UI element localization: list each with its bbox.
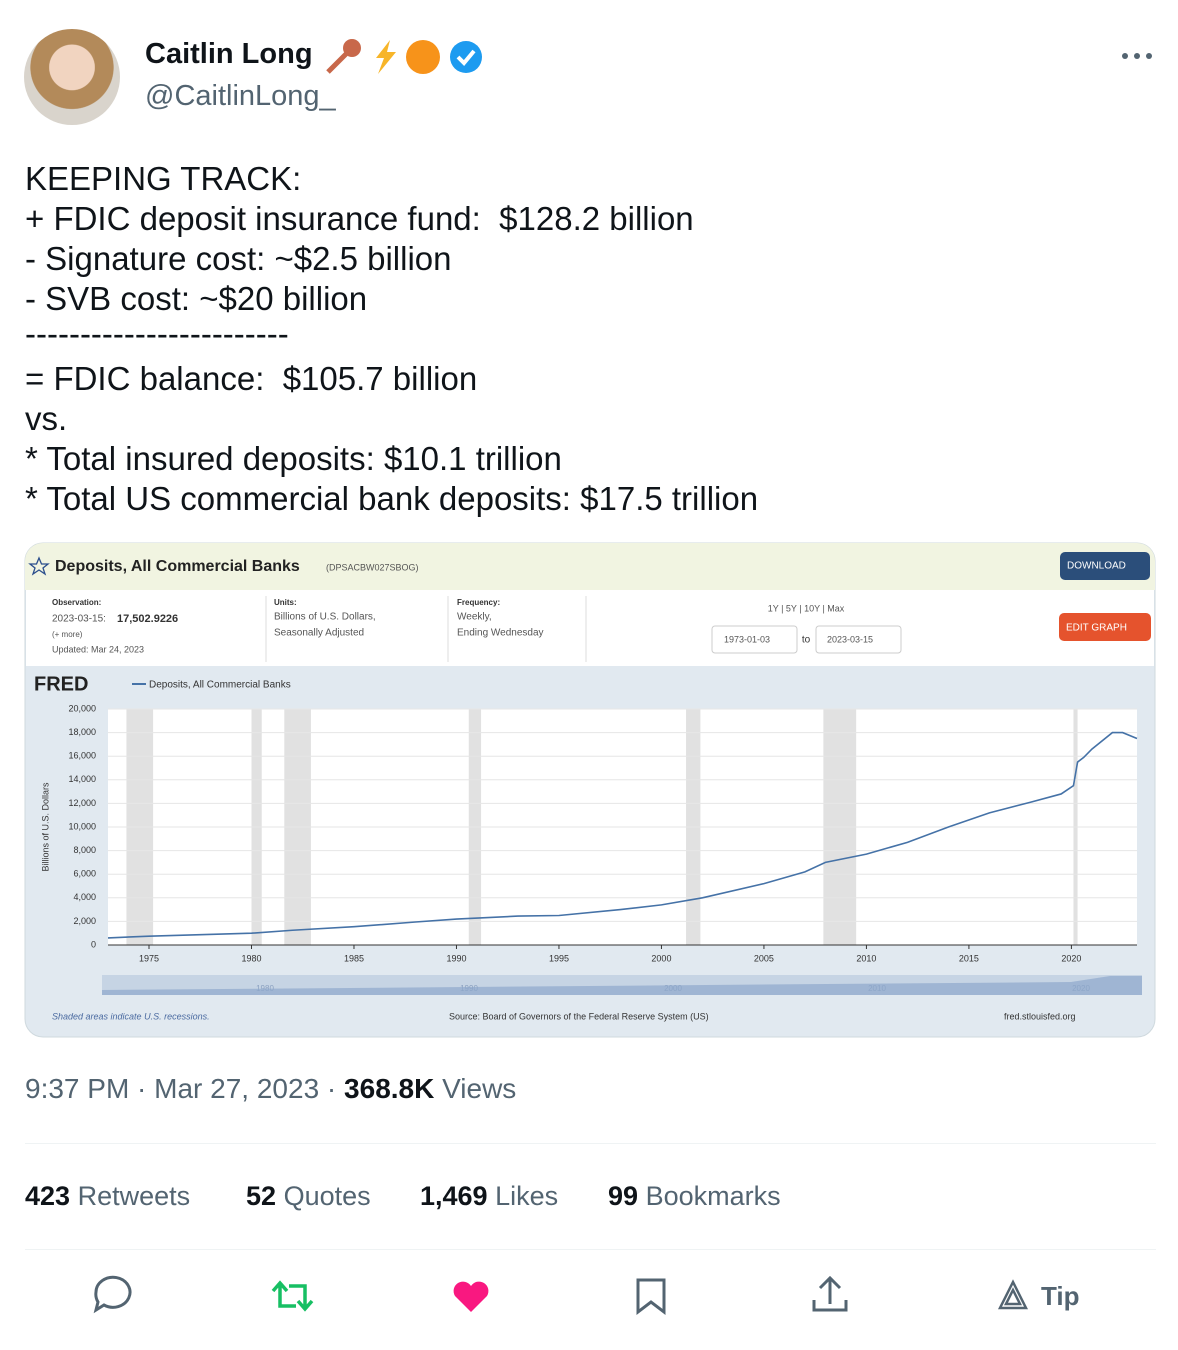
date-to[interactable]: 2023-03-15 [827,634,873,644]
stat[interactable]: 423 Retweets [25,1181,190,1212]
author-name[interactable]: Caitlin Long [145,38,313,70]
y-tick-label: 14,000 [68,774,96,784]
stat-label: Likes [495,1181,559,1211]
units: Seasonally Adjusted [274,628,364,639]
tweet-line: - Signature cost: ~$2.5 billion [25,240,452,277]
tip-label[interactable]: Tip [1041,1281,1080,1311]
views-count: 368.8K [344,1073,435,1104]
y-tick-label: 20,000 [68,703,96,713]
tweet-line: ------------------------ [25,315,289,352]
navigator-shade [102,976,1142,995]
y-tick-label: 16,000 [68,751,96,761]
name-badges [326,39,482,74]
x-tick-label: 2005 [754,953,774,963]
fred-image[interactable]: Deposits, All Commercial Banks (DPSACBW0… [0,0,1178,1050]
y-tick-label: 10,000 [68,821,96,831]
frequency: Ending Wednesday [457,628,544,639]
units: Billions of U.S. Dollars, [274,612,376,623]
source: Source: Board of Governors of the Federa… [449,1011,709,1021]
x-tick-label: 1995 [549,953,569,963]
date-to-word: to [802,635,811,646]
tip-icon[interactable] [997,1279,1029,1310]
tweet-meta: 9:37 PM · Mar 27, 2023 · 368.8K Views [25,1073,516,1105]
legend-label: Deposits, All Commercial Banks [149,680,291,691]
observation-value: 17,502.9226 [117,613,178,625]
stat-count: 99 [608,1181,639,1211]
tweet-line: * Total insured deposits: $10.1 trillion [25,440,562,477]
updated: Updated: Mar 24, 2023 [52,644,144,654]
site[interactable]: fred.stlouisfed.org [1004,1011,1076,1021]
stat-label: Quotes [283,1181,371,1211]
date-input[interactable] [815,625,902,654]
x-tick-label: 2015 [959,953,979,963]
series-line [107,731,1138,939]
y-tick-label: 6,000 [73,869,96,879]
stat-count: 423 [25,1181,71,1211]
more-menu[interactable] [1120,48,1156,64]
info-label: Observation: [52,598,101,607]
author-handle[interactable]: @CaitlinLong_ [145,80,336,112]
reply-icon[interactable] [93,1275,132,1314]
divider [25,1143,1156,1144]
stat[interactable]: 1,469 Likes [420,1181,558,1212]
y-tick-label: 8,000 [73,845,96,855]
action-bar: Tip [93,1275,1080,1316]
download-label[interactable]: DOWNLOAD [1067,561,1126,572]
series-id: (DPSACBW027SBOG) [326,562,419,572]
tweet-line: - SVB cost: ~$20 billion [25,280,368,317]
stat[interactable]: 99 Bookmarks [608,1181,781,1212]
fred-logo: FRED [34,673,88,695]
x-tick-label: 2020 [1061,953,1081,963]
y-tick-label: 2,000 [73,916,96,926]
fred-header [25,543,1155,590]
x-tick-label: 2000 [651,953,671,963]
like-icon[interactable] [453,1281,489,1312]
date-input[interactable] [711,625,798,654]
retweet-icon[interactable] [271,1280,314,1312]
y-tick-label: 0 [91,939,96,949]
date-from[interactable]: 1973-01-03 [724,634,770,644]
recession-note: Shaded areas indicate U.S. recessions. [52,1011,210,1021]
stat-label: Retweets [77,1181,191,1211]
stat-count: 52 [246,1181,277,1211]
x-tick-label: 1985 [344,953,364,963]
stat-count: 1,469 [420,1181,488,1211]
frequency: Weekly, [457,612,492,623]
avatar[interactable] [24,29,120,125]
tweet-line: * Total US commercial bank deposits: $17… [25,480,759,517]
more-link[interactable]: (+ more) [52,630,83,639]
views-label: Views [442,1073,517,1104]
fred-title: Deposits, All Commercial Banks [55,558,300,575]
y-tick-label: 12,000 [68,798,96,808]
range-buttons[interactable]: 1Y | 5Y | 10Y | Max [768,603,845,613]
timestamp[interactable]: 9:37 PM · Mar 27, 2023 · [25,1073,337,1104]
stat[interactable]: 52 Quotes [246,1181,371,1212]
info-label: Frequency: [457,598,500,607]
navigator-label: 1980 [256,984,274,993]
tweet-line: = FDIC balance: $105.7 billion [25,360,478,397]
x-tick-label: 1980 [241,953,261,963]
x-tick-label: 1990 [446,953,466,963]
stat-label: Bookmarks [645,1181,781,1211]
share-icon[interactable] [812,1275,848,1312]
observation-date: 2023-03-15: [52,614,106,625]
x-tick-label: 1975 [139,953,159,963]
y-tick-label: 4,000 [73,892,96,902]
y-tick-label: 18,000 [68,727,96,737]
edit-label[interactable]: EDIT GRAPH [1066,623,1127,634]
y-axis-label: Billions of U.S. Dollars [40,782,50,872]
tweet-line: + FDIC deposit insurance fund: $128.2 bi… [25,200,694,237]
tweet-line: KEEPING TRACK: [25,160,302,197]
fred-info [26,590,1154,666]
x-tick-label: 2010 [856,953,876,963]
edit-button[interactable] [1059,613,1151,641]
tweet-line: vs. [25,400,68,437]
info-label: Units: [274,598,297,607]
bookmark-icon[interactable] [636,1278,666,1316]
download-button[interactable] [1060,552,1150,580]
divider [25,1249,1156,1250]
